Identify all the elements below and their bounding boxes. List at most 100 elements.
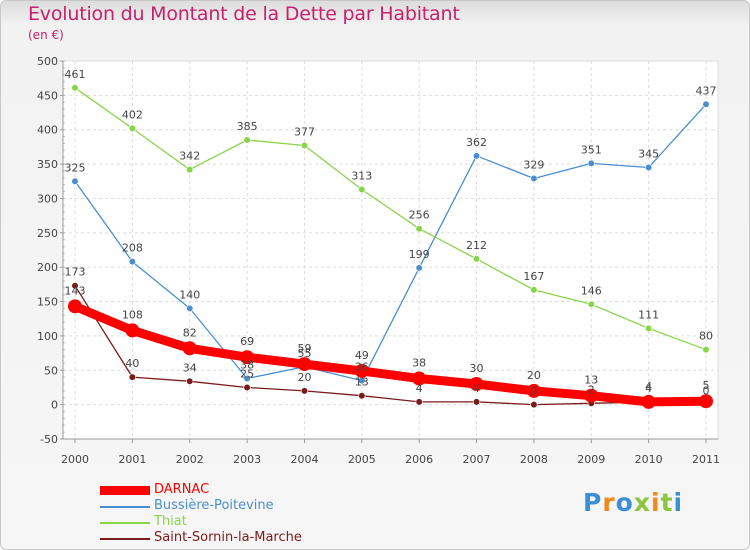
logo-letter: P: [583, 488, 603, 517]
data-label: 461: [65, 68, 86, 81]
data-point: [702, 346, 710, 354]
y-tick-label: 300: [37, 192, 58, 205]
legend-label: Bussière-Poitevine: [154, 498, 274, 513]
data-label: 362: [466, 136, 487, 149]
logo-letter: o: [615, 488, 634, 517]
logo-letter: i: [651, 488, 661, 517]
data-point: [71, 177, 79, 185]
data-point: [415, 398, 423, 406]
series-line: [74, 103, 707, 382]
data-label: 36: [355, 361, 369, 374]
data-point: [412, 371, 427, 386]
data-label: 80: [699, 330, 713, 343]
data-point: [469, 377, 484, 392]
data-label: 38: [240, 359, 254, 372]
x-tick-label: 2002: [176, 453, 204, 466]
data-label: 208: [122, 242, 143, 255]
x-tick-label: 2005: [348, 453, 376, 466]
data-label: 25: [240, 367, 254, 380]
data-point: [243, 374, 251, 383]
x-tick-label: 2010: [635, 453, 663, 466]
y-tick-label: 450: [37, 89, 58, 102]
data-label: 402: [122, 108, 143, 121]
data-label: 49: [355, 349, 369, 362]
data-point: [300, 141, 309, 150]
data-label: 140: [179, 288, 200, 301]
proxiti-logo: Proxiti: [583, 488, 683, 517]
y-tick-label: 200: [37, 261, 58, 274]
data-label: 345: [638, 148, 659, 161]
y-tick-label: 400: [37, 124, 58, 137]
data-point: [186, 304, 194, 313]
data-point: [584, 388, 599, 403]
data-point: [300, 387, 309, 395]
x-tick-label: 2003: [233, 453, 261, 466]
data-point: [358, 392, 366, 400]
data-label: 173: [65, 266, 86, 279]
series-line: [74, 87, 707, 351]
y-tick-label: 50: [44, 364, 58, 377]
data-point: [415, 225, 423, 233]
x-tick-label: 2000: [61, 453, 89, 466]
data-label: 20: [527, 369, 541, 382]
data-label: 38: [412, 357, 426, 370]
x-tick-label: 2011: [692, 453, 720, 466]
data-point: [243, 136, 251, 144]
data-label: 59: [297, 342, 311, 355]
x-tick-label: 2008: [520, 453, 548, 466]
data-label: 199: [409, 248, 430, 261]
data-point: [186, 165, 194, 174]
data-point: [240, 350, 255, 365]
x-tick-label: 2006: [405, 453, 433, 466]
legend-label: Thiat: [154, 514, 187, 529]
y-tick-label: 150: [37, 296, 58, 309]
data-label: 2: [588, 383, 595, 396]
data-point: [530, 174, 538, 183]
data-point: [297, 357, 312, 372]
data-point: [645, 324, 653, 332]
data-label: 385: [237, 120, 258, 133]
data-label: 34: [183, 361, 197, 374]
data-point: [128, 124, 136, 132]
data-point: [182, 341, 197, 356]
data-point: [472, 152, 481, 160]
data-label: 167: [523, 270, 544, 283]
data-label: 212: [466, 239, 487, 252]
data-label: 4: [473, 382, 480, 395]
data-point: [71, 84, 79, 92]
x-tick-label: 2007: [463, 453, 491, 466]
data-point: [125, 323, 140, 338]
data-point: [526, 383, 541, 398]
data-point: [641, 394, 656, 409]
data-label: 5: [703, 379, 710, 392]
data-label: 342: [179, 150, 200, 163]
data-label: 108: [122, 308, 143, 321]
data-point: [354, 363, 369, 378]
data-point: [702, 100, 710, 108]
data-label: 0: [530, 385, 537, 398]
data-point: [530, 286, 538, 294]
data-label: 111: [638, 308, 659, 321]
legend-label: Saint-Sornin-la-Marche: [154, 530, 302, 545]
plot-area: [62, 60, 719, 440]
data-point: [186, 377, 194, 385]
data-point: [645, 163, 653, 172]
chart-title: Evolution du Montant de la Dette par Hab…: [28, 3, 460, 25]
y-tick-label: 250: [37, 227, 58, 240]
logo-letter: i: [673, 488, 684, 517]
data-label: 4: [645, 380, 652, 393]
data-point: [128, 258, 136, 266]
data-label: 20: [297, 371, 311, 384]
data-label: 4: [416, 382, 423, 395]
data-label: 377: [294, 126, 315, 139]
data-point: [699, 394, 713, 409]
data-point: [587, 300, 595, 308]
data-label: 69: [240, 335, 254, 348]
data-point: [587, 159, 595, 168]
data-point: [415, 264, 423, 272]
legend-swatch: [100, 538, 150, 540]
data-label: 325: [65, 161, 86, 174]
data-point: [358, 185, 366, 194]
logo-letter: t: [660, 488, 674, 517]
data-label: 0: [703, 385, 710, 398]
